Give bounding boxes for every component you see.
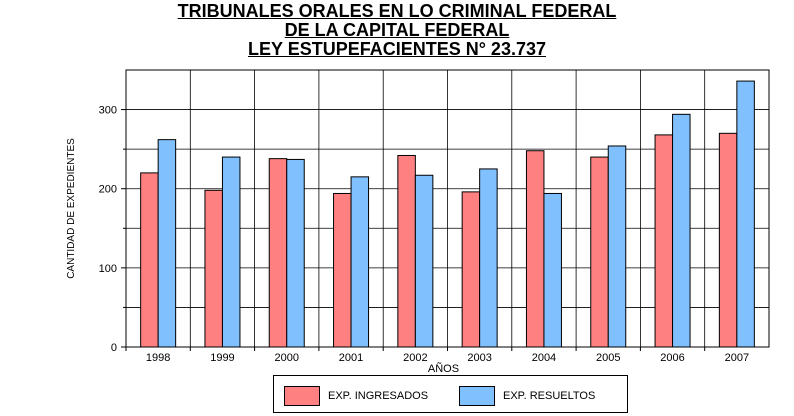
bar-resueltos-2007: [736, 80, 755, 348]
y-tick-label: 0: [111, 342, 117, 354]
x-tick-label: 2007: [725, 352, 749, 364]
title-line-1: TRIBUNALES ORALES EN LO CRIMINAL FEDERAL: [177, 1, 617, 21]
bar-resueltos-2006: [672, 113, 691, 348]
bar-ingresados-2007: [718, 132, 738, 348]
bar-resueltos-2002: [414, 174, 434, 348]
bar-ingresados-1998: [140, 172, 159, 348]
bar-ingresados-2005: [590, 156, 609, 348]
bar-ingresados-2000: [268, 158, 288, 348]
legend-swatch-resueltos: [459, 386, 495, 406]
bar-resueltos-2003: [479, 168, 498, 348]
y-tick-label: 100: [99, 263, 117, 275]
title-line-2: DE LA CAPITAL FEDERAL: [284, 20, 510, 40]
bar-resueltos-2004: [543, 192, 562, 348]
bar-resueltos-1998: [157, 139, 177, 348]
x-tick-label: 2005: [596, 352, 620, 364]
title-line-3: LEY ESTUPEFACIENTES N° 23.737: [248, 39, 546, 59]
x-tick-label: 2003: [467, 352, 491, 364]
y-tick-label: 200: [99, 184, 117, 196]
legend-item-resueltos: EXP. RESUELTOS: [459, 385, 595, 407]
bar-ingresados-2002: [397, 154, 416, 348]
axes: 0 100 200 300 1998 1999 2000 2001 2002 2003 2004 20…: [99, 105, 749, 364]
x-tick-label: 2001: [339, 352, 363, 364]
legend-item-ingresados: EXP. INGRESADOS: [284, 385, 428, 407]
x-tick-label: 2002: [403, 352, 427, 364]
legend-label-resueltos: EXP. RESUELTOS: [503, 390, 596, 402]
x-tick-label: 2006: [660, 352, 684, 364]
bar-ingresados-2003: [461, 191, 481, 348]
y-tick-label: 300: [99, 105, 117, 117]
bar-ingresados-2004: [525, 150, 545, 348]
bar-resueltos-1999: [221, 156, 241, 348]
bar-ingresados-2006: [654, 134, 674, 348]
legend-swatch-ingresados: [284, 386, 320, 406]
chart-title: TRIBUNALES ORALES EN LO CRIMINAL FEDERAL…: [0, 2, 794, 59]
y-axis-label: CANTIDAD DE EXPEDIENTES: [66, 138, 77, 279]
x-tick-label: 2004: [532, 352, 556, 364]
x-axis-label: AÑOS: [428, 362, 459, 375]
bar-resueltos-2005: [607, 145, 627, 348]
bar-resueltos-2000: [286, 158, 305, 348]
legend: EXP. INGRESADOS EXP. RESUELTOS: [273, 375, 628, 413]
bar-ingresados-1999: [204, 189, 223, 348]
x-tick-label: 1999: [210, 352, 234, 364]
x-tick-label: 1998: [146, 352, 170, 364]
legend-label-ingresados: EXP. INGRESADOS: [328, 390, 429, 402]
x-tick-label: 2000: [275, 352, 299, 364]
bar-ingresados-2001: [333, 192, 352, 348]
bar-resueltos-2001: [350, 176, 370, 348]
